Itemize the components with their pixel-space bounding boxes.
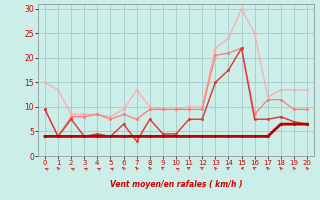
X-axis label: Vent moyen/en rafales ( km/h ): Vent moyen/en rafales ( km/h ) xyxy=(110,180,242,189)
